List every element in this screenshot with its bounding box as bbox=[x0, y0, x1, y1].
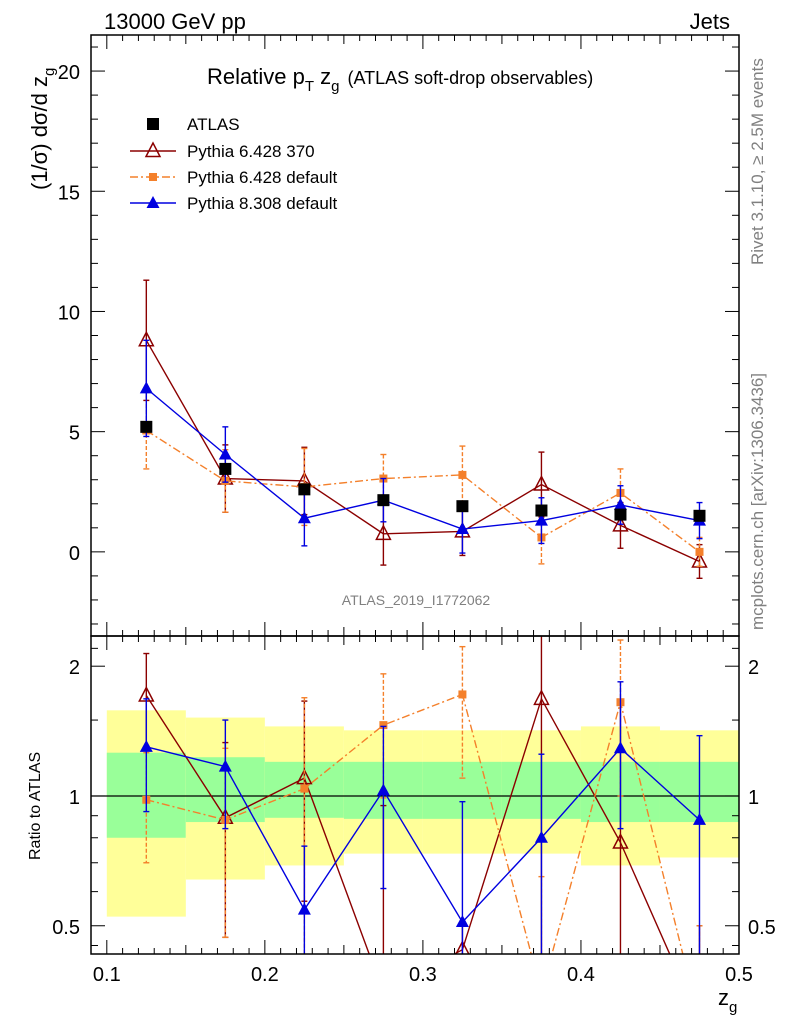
main-point-p6_370 bbox=[375, 524, 392, 541]
y-axis-label-main: (1/σ) dσ/d z bbox=[27, 76, 52, 190]
x-tick-label: 0.3 bbox=[409, 964, 437, 986]
main-point-atlas bbox=[456, 500, 469, 513]
main-point-atlas bbox=[535, 504, 548, 517]
ratio-point-p8 bbox=[613, 741, 627, 754]
main-point-atlas bbox=[298, 483, 311, 496]
ratio-point-p6_default bbox=[379, 721, 388, 730]
legend-label-atlas: ATLAS bbox=[187, 115, 240, 134]
title-sub-g: g bbox=[331, 78, 339, 95]
main-point-p6_370 bbox=[533, 474, 550, 491]
rivet-version-label: Rivet 3.1.10, ≥ 2.5M events bbox=[748, 58, 767, 265]
main-point-p8 bbox=[218, 447, 232, 460]
title-sub-t: T bbox=[305, 78, 314, 95]
main-point-atlas bbox=[614, 508, 627, 521]
ratio-y-tick-label-right: 2 bbox=[748, 657, 759, 679]
ratio-point-p6_370 bbox=[692, 1013, 706, 1024]
ratio-point-p8 bbox=[534, 830, 548, 843]
x-axis-label: zg bbox=[718, 985, 737, 1016]
ratio-y-tick-label: 0.5 bbox=[52, 917, 80, 939]
main-point-p8 bbox=[455, 522, 469, 535]
ratio-point-p6_default bbox=[695, 1017, 703, 1024]
title-mid: z bbox=[314, 64, 331, 89]
ratio-point-p8 bbox=[376, 783, 390, 796]
title-main: Relative p bbox=[207, 64, 305, 89]
main-point-p6_370 bbox=[612, 515, 629, 532]
ratio-y-tick-label-right: 1 bbox=[748, 787, 759, 809]
x-axis-label-sub: g bbox=[729, 999, 737, 1016]
legend-label-p6_default: Pythia 6.428 default bbox=[187, 168, 338, 187]
ratio-y-axis-label: Ratio to ATLAS bbox=[27, 752, 44, 860]
main-point-p8 bbox=[613, 497, 627, 510]
main-y-tick-label: 15 bbox=[58, 182, 80, 204]
ratio-point-p8 bbox=[297, 902, 311, 915]
legend: ATLAS Pythia 6.428 370 Pythia 6.428 defaul… bbox=[130, 115, 338, 213]
main-point-atlas bbox=[377, 494, 390, 507]
title-tail: (ATLAS soft-drop observables) bbox=[347, 68, 593, 88]
main-series-line-p6_default bbox=[145, 429, 700, 553]
main-point-p6_default bbox=[695, 547, 704, 556]
legend-marker-p6_default bbox=[149, 173, 157, 181]
main-series-line-p8 bbox=[145, 387, 700, 530]
ratio-y-tick-label-right: 0.5 bbox=[748, 917, 776, 939]
ratio-point-p6_default bbox=[458, 690, 467, 699]
legend-marker-p6_370 bbox=[144, 141, 162, 158]
mcplots-label: mcplots.cern.ch [arXiv:1306.3436] bbox=[748, 373, 767, 630]
y-axis-label-sub: g bbox=[41, 68, 58, 76]
main-point-atlas bbox=[140, 420, 153, 433]
ratio-y-tick-label: 1 bbox=[69, 787, 80, 809]
main-point-p8 bbox=[139, 381, 153, 394]
legend-label-p6_370: Pythia 6.428 370 bbox=[187, 142, 315, 161]
main-point-p6_default bbox=[458, 470, 467, 479]
ratio-point-p6_370 bbox=[376, 985, 390, 999]
ratio-point-p6_370 bbox=[455, 940, 470, 954]
main-series-line-p6_370 bbox=[145, 339, 700, 563]
ratio-point-p8 bbox=[692, 812, 706, 825]
main-point-atlas bbox=[219, 462, 232, 475]
main-y-tick-label: 5 bbox=[69, 423, 80, 445]
main-y-tick-label: 0 bbox=[69, 543, 80, 565]
x-axis-label-main: z bbox=[718, 985, 729, 1010]
ratio-series-line-p8 bbox=[146, 746, 700, 924]
ratio-point-p6_370 bbox=[533, 689, 550, 706]
main-point-atlas bbox=[693, 509, 706, 522]
ratio-point-p8 bbox=[455, 915, 469, 928]
legend-label-p8: Pythia 8.308 default bbox=[187, 194, 338, 213]
header-right-label: Jets bbox=[690, 9, 730, 34]
ratio-series-line-p6_default bbox=[146, 693, 684, 954]
analysis-id: ATLAS_2019_I1772062 bbox=[342, 592, 491, 608]
main-series-group bbox=[138, 279, 708, 580]
ratio-point-p6_default bbox=[537, 989, 545, 997]
x-tick-label: 0.4 bbox=[567, 964, 595, 986]
main-point-p8 bbox=[297, 511, 311, 524]
main-y-tick-label: 10 bbox=[58, 302, 80, 324]
ratio-series-line-p6_370 bbox=[145, 695, 671, 954]
ratio-point-p8 bbox=[218, 759, 232, 772]
ratio-y-tick-label: 2 bbox=[69, 657, 80, 679]
plot-title: Relative pT zg (ATLAS soft-drop observabl… bbox=[207, 64, 593, 95]
ratio-series-group bbox=[138, 636, 706, 1024]
ratio-plot-frame bbox=[90, 635, 740, 955]
header-left-label: 13000 GeV pp bbox=[104, 9, 246, 34]
axis-ticks: 0.1 0.2 0.3 0.4 0.5 0 5 10 15 20 0.5 0.5 1 1 2 2 bbox=[52, 35, 776, 986]
ratio-point-p6_default bbox=[300, 784, 309, 793]
ratio-point-p8 bbox=[139, 739, 153, 752]
ratio-uncertainty-bands bbox=[91, 710, 739, 917]
y-axis-label: (1/σ) dσ/d zg bbox=[27, 68, 58, 190]
main-point-p8 bbox=[534, 513, 548, 526]
x-tick-label: 0.2 bbox=[251, 964, 279, 986]
legend-marker-atlas bbox=[147, 118, 159, 130]
x-tick-label: 0.5 bbox=[725, 964, 753, 986]
legend-marker-p8 bbox=[146, 196, 160, 208]
x-tick-label: 0.1 bbox=[93, 964, 121, 986]
main-y-tick-label: 20 bbox=[58, 62, 80, 84]
ratio-point-p6_370 bbox=[612, 832, 629, 849]
